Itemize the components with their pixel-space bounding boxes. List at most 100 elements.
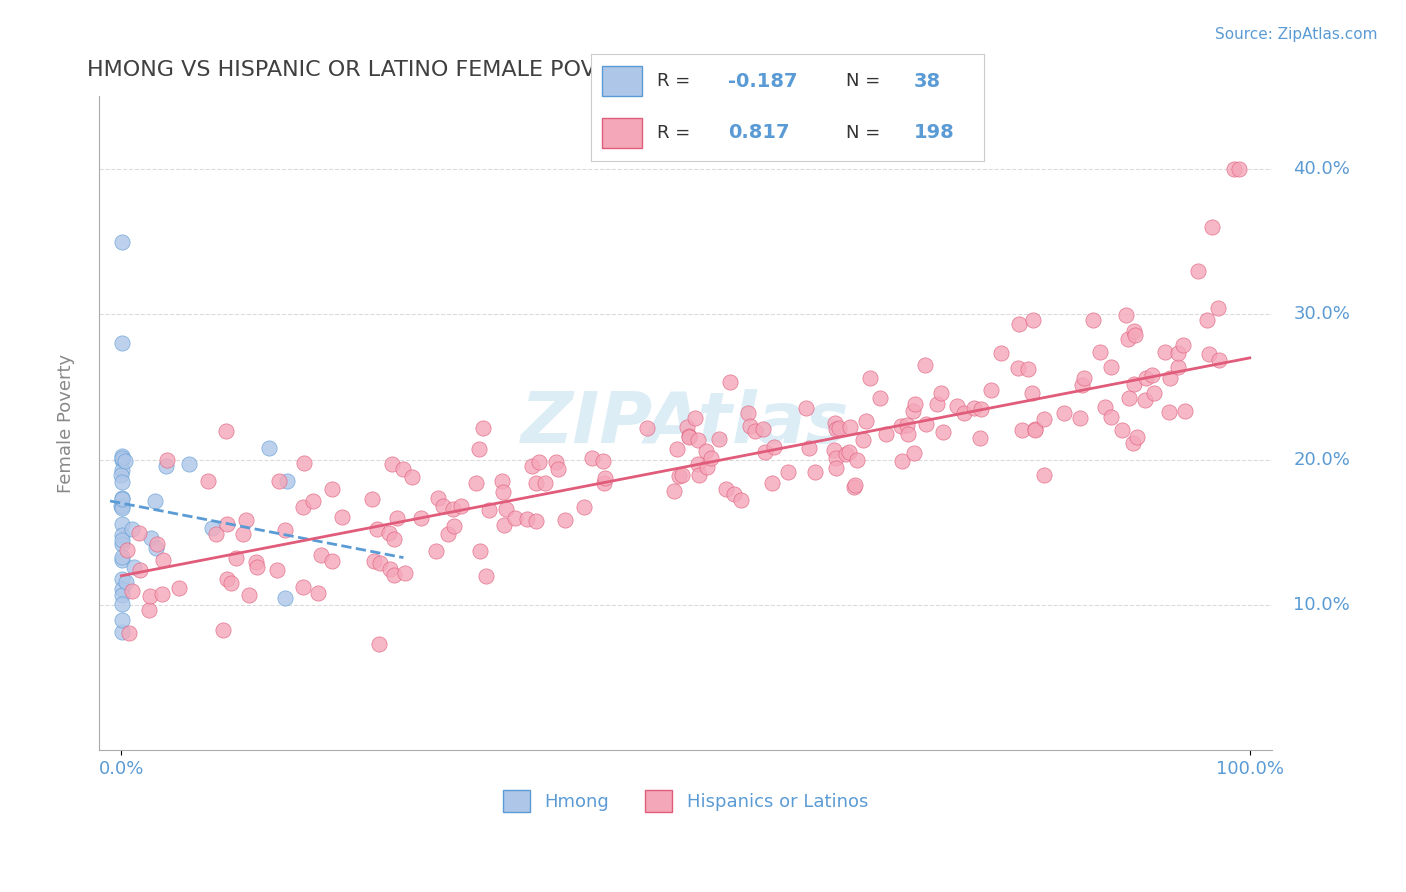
Point: [155, 459, 177, 474]
Point: [904, 397, 927, 411]
Point: [1122, 377, 1144, 392]
Text: 0.817: 0.817: [728, 123, 790, 142]
Point: [980, 383, 1002, 397]
Point: [896, 417, 918, 432]
Point: [1033, 467, 1056, 482]
Point: [118, 625, 141, 640]
Point: [115, 542, 138, 557]
Point: [723, 487, 745, 501]
Point: [678, 429, 700, 443]
Point: [751, 422, 773, 436]
Point: [1143, 385, 1166, 400]
Point: [1174, 404, 1197, 418]
Point: [1153, 344, 1175, 359]
Point: [1159, 371, 1181, 385]
Point: [762, 440, 785, 454]
Point: [823, 442, 845, 457]
Point: [111, 588, 134, 602]
Text: HMONG VS HISPANIC OR LATINO FEMALE POVERTY CORRELATION CHART: HMONG VS HISPANIC OR LATINO FEMALE POVER…: [87, 60, 898, 79]
Point: [1118, 392, 1140, 406]
Point: [592, 453, 614, 467]
Point: [111, 336, 134, 351]
Point: [321, 554, 343, 568]
Point: [276, 474, 298, 488]
Point: [714, 482, 737, 496]
Point: [475, 569, 498, 583]
Point: [121, 583, 143, 598]
Point: [505, 510, 527, 524]
Point: [121, 522, 143, 536]
Point: [122, 560, 145, 574]
Point: [903, 404, 925, 418]
Point: [799, 442, 821, 456]
Point: [932, 425, 955, 439]
Point: [1111, 424, 1133, 438]
Point: [115, 575, 138, 590]
Point: [946, 399, 969, 413]
Point: [593, 471, 616, 485]
Point: [915, 417, 938, 432]
Point: [232, 527, 254, 541]
Point: [156, 452, 179, 467]
Point: [1135, 370, 1157, 384]
Point: [111, 475, 134, 490]
Text: 198: 198: [914, 123, 955, 142]
Point: [581, 450, 603, 465]
Point: [321, 482, 343, 496]
Point: [257, 442, 280, 456]
Point: [378, 562, 401, 576]
Point: [492, 517, 515, 532]
Point: [111, 624, 134, 639]
Point: [925, 397, 948, 411]
Legend: Hmong, Hispanics or Latinos: Hmong, Hispanics or Latinos: [496, 783, 876, 820]
Point: [696, 460, 718, 475]
Text: R =: R =: [658, 124, 690, 142]
Text: R =: R =: [658, 72, 690, 90]
Point: [534, 475, 557, 490]
FancyBboxPatch shape: [602, 66, 641, 96]
Point: [1115, 309, 1137, 323]
Point: [688, 433, 710, 447]
Point: [301, 494, 323, 508]
Point: [110, 582, 132, 596]
Point: [309, 548, 332, 562]
Point: [225, 550, 247, 565]
Point: [761, 475, 783, 490]
Point: [197, 474, 219, 488]
Point: [844, 480, 866, 494]
Point: [205, 527, 228, 541]
Point: [1073, 370, 1095, 384]
Point: [111, 537, 134, 551]
Point: [1167, 346, 1189, 360]
Point: [952, 406, 974, 420]
Point: [215, 424, 238, 438]
Point: [139, 531, 162, 545]
Point: [963, 401, 986, 415]
Point: [472, 421, 495, 435]
Point: [1206, 301, 1229, 315]
Point: [970, 401, 993, 416]
Point: [385, 511, 408, 525]
Point: [554, 513, 576, 527]
Point: [1140, 368, 1163, 383]
Point: [1135, 392, 1157, 407]
Point: [914, 358, 936, 372]
Point: [110, 552, 132, 566]
Point: [744, 424, 766, 438]
Point: [1167, 360, 1189, 375]
Point: [427, 491, 450, 505]
Point: [111, 572, 134, 586]
Point: [111, 500, 134, 514]
Point: [825, 422, 848, 436]
Point: [835, 447, 858, 461]
Point: [1069, 411, 1091, 425]
Point: [111, 450, 134, 465]
Point: [492, 484, 515, 499]
Point: [266, 562, 288, 576]
Y-axis label: Female Poverty: Female Poverty: [58, 354, 75, 492]
Point: [235, 513, 257, 527]
Point: [1123, 328, 1146, 343]
Point: [730, 493, 752, 508]
Point: [477, 503, 499, 517]
Point: [269, 474, 291, 488]
